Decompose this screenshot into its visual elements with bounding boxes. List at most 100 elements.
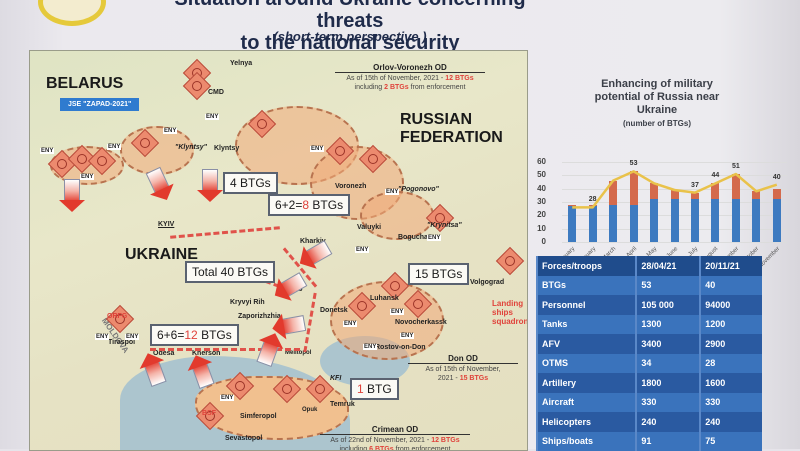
table-cell: 330 [700,393,762,413]
btg-suffix: BTGs [198,328,232,342]
city-novocherkassk: Novocherkassk [395,319,447,326]
y-tick-label: 50 [537,170,546,179]
btg-suffix: BTGs [309,198,343,212]
kfi-label: KFI [330,375,341,382]
country-russia: RUSSIAN FEDERATION [400,111,503,147]
table-cell: 34 [636,354,700,374]
eny-label: ENY [363,344,377,350]
city-volgograd: Volgograd [470,279,504,286]
eny-label: ENY [205,114,219,120]
od-text: including [355,84,385,91]
btg-value: 1 [357,382,364,396]
table-header-cell: 28/04/21 [636,256,700,276]
table-cell: 75 [700,432,762,451]
orfg-label: ORFG [107,313,127,320]
eny-label: ENY [390,309,404,315]
chart-title: Enhancing of military potential of Russi… [532,78,782,130]
od-text: 2021 - [438,375,460,382]
table-cell: 1300 [636,315,700,335]
table-cell: 2900 [700,334,762,354]
eny-label: ENY [385,189,399,195]
od-text: from enforcement [409,84,466,91]
table-cell: Aircraft [537,393,636,413]
od-text: As of 15th of November, [425,366,500,373]
btg-prefix: 6+2= [275,198,302,212]
title-line-1: Situation around Ukraine concerning thre… [174,0,525,32]
eny-label: ENY [355,247,369,253]
chart-subtitle: (number of BTGs) [532,117,782,130]
table-cell: 330 [636,393,700,413]
eny-label: ENY [310,146,324,152]
eny-label: ENY [107,144,121,150]
eny-label: ENY [400,333,414,339]
eny-label: ENY [427,235,441,241]
eny-label: ENY [163,128,177,134]
city-luhansk: Luhansk [370,295,399,302]
attack-arrow [280,315,306,335]
table-cell: Ships/boats [537,432,636,451]
table-cell: 1600 [700,373,762,393]
city-valuyki: Valuyki [357,224,381,231]
bsf-label: BSF [202,410,216,417]
od-btg-count: 2 BTGs [384,84,409,91]
table-cell: Personnel [537,295,636,315]
table-cell: 53 [636,276,700,296]
od-text: As of 22nd of November, 2021 - [330,437,431,444]
od-title: Crimean OD [320,425,470,435]
table-cell: BTGs [537,276,636,296]
btg-prefix: 6+6= [157,328,184,342]
table-cell: Tanks [537,315,636,335]
city-pogonovo: "Pogonovo" [398,186,439,193]
od-text: As of 15th of November, 2021 - [346,75,445,82]
cmd-label: CMD [208,89,224,96]
y-tick-label: 30 [537,197,546,206]
eny-label: ENY [80,174,94,180]
table-cell: AFV [537,334,636,354]
btg-suffix: BTG [364,382,392,396]
table-cell: OTMS [537,354,636,374]
slide-subtitle: (short-term perspective ) [150,29,550,44]
exercise-badge: JSE "ZAPAD-2021" [60,98,139,111]
od-btg-count: 12 BTGs [445,75,473,82]
eny-label: ENY [95,334,109,340]
table-header-cell: Forces/troops [537,256,636,276]
slide-title: Situation around Ukraine concerning thre… [150,0,550,54]
city-voronezh: Voronezh [335,183,366,190]
chart-title-line: Enhancing of military [601,78,713,90]
russia-line-1: RUSSIAN [400,111,472,128]
front-line [303,293,316,353]
btg-box-east: 15 BTGs [408,263,469,285]
front-line [170,226,280,239]
btg-box-total: Total 40 BTGs [185,261,275,283]
btg-chart: Enhancing of military potential of Russi… [532,50,782,255]
trend-line [562,162,787,242]
eny-label: ENY [40,148,54,154]
eny-label: ENY [343,321,357,327]
table-cell: Artillery [537,373,636,393]
chart-title-line: potential of Russia near [595,91,720,103]
od-title: Don OD [408,354,518,364]
table-cell: 240 [700,412,762,432]
city-yelnya: Yelnya [230,60,252,67]
od-btg-count: 12 BTGs [431,437,459,444]
city-klyntsy-quoted: "Klyntsy" [175,144,207,151]
attack-arrow [64,179,80,203]
unit-symbol [496,247,524,275]
btg-box-north: 4 BTGs [223,172,278,194]
od-btg-count: 15 BTGs [460,375,488,382]
btg-box-northeast: 6+2=8 BTGs [268,194,350,216]
table-cell: Helicopters [537,412,636,432]
y-tick-label: 0 [542,237,546,246]
city-krynitsa: "Krynitsa" [427,222,462,229]
